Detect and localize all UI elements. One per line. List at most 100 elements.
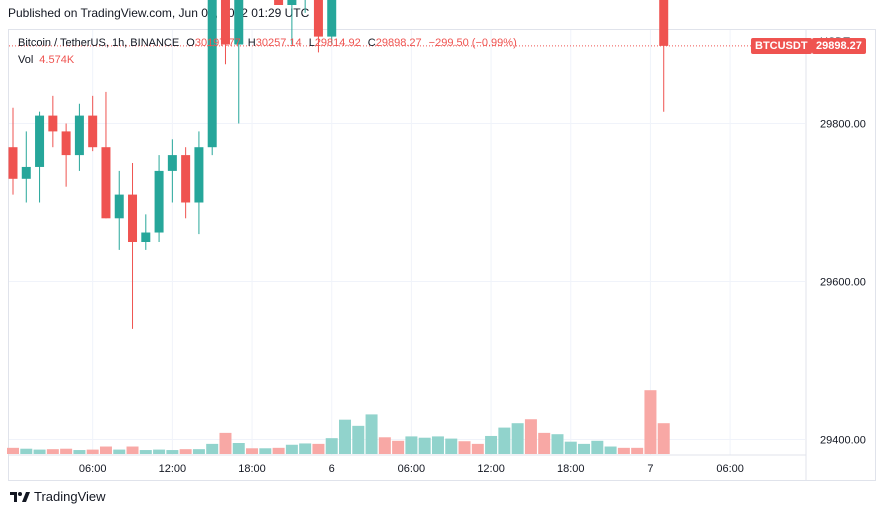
open-label: O bbox=[186, 37, 195, 49]
low-value: 29814.92 bbox=[314, 37, 361, 49]
candle-body bbox=[35, 115, 45, 167]
last-price-symbol-badge: BTCUSDT bbox=[751, 37, 812, 54]
high-label: H bbox=[247, 37, 256, 49]
candle-body bbox=[327, 0, 337, 37]
candle-body bbox=[8, 147, 18, 179]
candle-body bbox=[207, 0, 217, 148]
volume-bar bbox=[431, 436, 444, 454]
price-axis: 31800.0031600.0031400.0031200.0031000.00… bbox=[805, 30, 866, 481]
candle-body bbox=[154, 170, 164, 233]
volume-bar bbox=[312, 443, 325, 454]
volume-bar bbox=[564, 441, 577, 454]
chart-frame[interactable] bbox=[8, 29, 876, 481]
volume-bar bbox=[33, 449, 46, 454]
volume-bar bbox=[259, 448, 272, 454]
volume-bar bbox=[166, 450, 179, 454]
volume-bar bbox=[46, 449, 59, 454]
candle-body bbox=[181, 155, 191, 203]
time-tick-label: 18:00 bbox=[557, 463, 585, 475]
candle-body bbox=[88, 115, 98, 148]
candle-body bbox=[659, 0, 669, 46]
price-tick-label: 29800.00 bbox=[820, 119, 866, 131]
volume-bar bbox=[325, 438, 338, 454]
price-tick-label: 29600.00 bbox=[820, 277, 866, 289]
brand-name: TradingView bbox=[34, 489, 106, 504]
time-tick-label: 12:00 bbox=[477, 463, 505, 475]
volume-bar bbox=[378, 437, 391, 454]
volume-bar bbox=[352, 425, 365, 454]
time-axis: 06:00 12:00 18:00 6 06:00 12:00 18:00 7 06:00 bbox=[9, 454, 806, 475]
low-label: L bbox=[308, 37, 315, 49]
ohlc-row: Bitcoin / TetherUS, 1h, BINANCE O30197.7… bbox=[18, 35, 517, 52]
volume-bar bbox=[524, 419, 537, 454]
candle-body bbox=[74, 115, 84, 156]
volume-bar bbox=[192, 449, 205, 454]
volume-bar bbox=[153, 449, 166, 454]
candle-body bbox=[114, 194, 124, 219]
time-tick-label: 7 bbox=[647, 463, 653, 475]
open-value: 30197.77 bbox=[194, 37, 241, 49]
change-value: −299.50 (−0.99%) bbox=[428, 37, 517, 49]
volume-bars bbox=[7, 390, 670, 454]
volume-bar bbox=[272, 447, 285, 454]
volume-bar bbox=[551, 434, 564, 454]
volume-bar bbox=[7, 447, 19, 454]
volume-bar bbox=[445, 438, 458, 454]
volume-bar bbox=[604, 446, 617, 454]
volume-bar bbox=[206, 443, 219, 454]
volume-bar bbox=[498, 427, 511, 454]
tradingview-brand[interactable]: TradingView bbox=[10, 489, 106, 504]
candle-body bbox=[141, 232, 151, 242]
candle-body bbox=[21, 166, 31, 179]
candle-body bbox=[61, 131, 71, 156]
volume-value: 4.574K bbox=[39, 54, 75, 66]
last-price-value-badge: 29898.27 bbox=[812, 37, 866, 54]
volume-bar bbox=[365, 414, 378, 454]
volume-bar bbox=[126, 446, 139, 454]
close-value: 29898.27 bbox=[375, 37, 422, 49]
volume-bar bbox=[179, 449, 192, 454]
volume-bar bbox=[418, 437, 431, 454]
candles bbox=[8, 0, 669, 329]
volume-bar bbox=[644, 390, 657, 454]
volume-bar bbox=[471, 443, 484, 454]
volume-bar bbox=[113, 449, 126, 454]
price-tick-label: 29400.00 bbox=[820, 435, 866, 447]
volume-bar bbox=[285, 444, 298, 454]
close-label: C bbox=[367, 37, 376, 49]
volume-bar bbox=[232, 443, 245, 454]
candle-body bbox=[234, 0, 244, 45]
symbol-title: Bitcoin / TetherUS, 1h, BINANCE bbox=[18, 37, 180, 49]
volume-bar bbox=[99, 446, 112, 454]
volume-bar bbox=[339, 419, 351, 454]
volume-bar bbox=[591, 440, 604, 454]
time-tick-label: 06:00 bbox=[716, 463, 744, 475]
volume-bar bbox=[139, 450, 152, 454]
candle-body bbox=[101, 147, 111, 219]
volume-bar bbox=[86, 449, 99, 454]
high-value: 30257.14 bbox=[255, 37, 302, 49]
volume-bar bbox=[20, 448, 33, 454]
volume-bar bbox=[458, 441, 471, 454]
candle-body bbox=[220, 0, 230, 45]
candle-body bbox=[313, 0, 323, 37]
volume-bar bbox=[219, 432, 232, 454]
volume-bar bbox=[60, 448, 73, 454]
time-tick-label: 12:00 bbox=[159, 463, 187, 475]
volume-label: Vol bbox=[18, 54, 34, 66]
volume-bar bbox=[405, 436, 418, 454]
time-tick-label: 06:00 bbox=[79, 463, 107, 475]
published-caption: Published on TradingView.com, Jun 07, 20… bbox=[8, 6, 310, 20]
time-tick-label: 6 bbox=[329, 463, 335, 475]
volume-bar bbox=[578, 443, 591, 454]
candle-body bbox=[167, 155, 177, 171]
volume-row: Vol 4.574K bbox=[18, 52, 517, 69]
volume-bar bbox=[485, 435, 498, 454]
volume-bar bbox=[246, 448, 259, 454]
volume-bar bbox=[631, 447, 644, 454]
candle-body bbox=[287, 0, 297, 5]
volume-bar bbox=[392, 440, 405, 454]
volume-bar bbox=[299, 443, 312, 454]
candle-body bbox=[128, 194, 138, 242]
